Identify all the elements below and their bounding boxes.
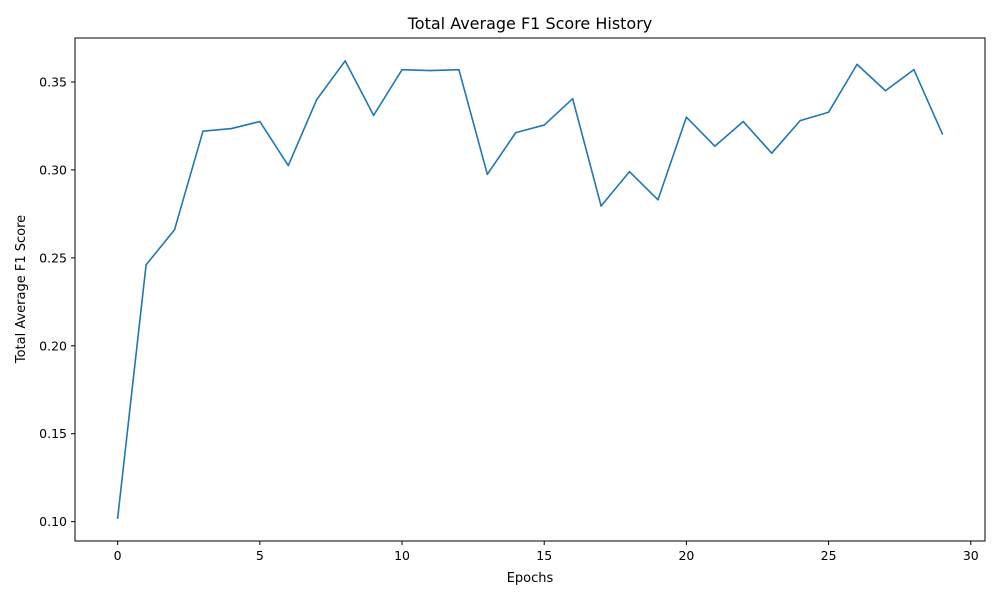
data-point <box>486 173 489 176</box>
data-point <box>571 97 574 100</box>
data-point <box>315 98 318 101</box>
data-point <box>941 133 944 135</box>
x-tick-label: 5 <box>256 548 264 563</box>
data-point <box>884 89 887 92</box>
data-point <box>372 114 375 117</box>
data-point <box>259 120 261 123</box>
y-tick-label: 0.25 <box>39 250 67 265</box>
data-point <box>287 164 290 167</box>
x-tick-label: 0 <box>114 548 122 563</box>
chart-title: Total Average F1 Score History <box>407 14 653 33</box>
series-layer <box>116 60 944 519</box>
x-tick-label: 15 <box>536 548 552 563</box>
y-tick-label: 0.20 <box>39 338 67 353</box>
data-point <box>543 124 546 126</box>
data-point <box>401 68 403 71</box>
data-point <box>685 116 688 118</box>
y-tick-label: 0.35 <box>39 74 67 89</box>
x-axis-label: Epochs <box>507 571 554 586</box>
y-axis-ticks: 0.10 0.15 0.20 0.25 0.30 0.35 <box>39 74 75 529</box>
data-point <box>145 264 147 266</box>
data-point <box>913 68 915 71</box>
x-tick-label: 20 <box>678 548 694 563</box>
data-point <box>657 199 659 201</box>
plot-frame <box>74 37 986 542</box>
data-point <box>202 130 204 133</box>
data-point <box>856 63 858 66</box>
x-tick-label: 25 <box>821 548 837 563</box>
data-point <box>230 127 233 130</box>
x-tick-label: 30 <box>963 548 979 563</box>
data-point <box>344 60 346 62</box>
data-point <box>429 69 432 72</box>
y-tick-label: 0.30 <box>39 162 67 177</box>
y-axis-label: Total Average F1 Score <box>14 215 29 364</box>
data-point <box>116 517 119 519</box>
data-point <box>600 205 602 207</box>
data-point <box>799 119 801 122</box>
data-point <box>514 131 517 134</box>
data-point <box>742 120 745 123</box>
data-point <box>458 68 460 71</box>
data-point <box>173 228 176 231</box>
x-axis-ticks: 0 5 10 15 20 25 30 <box>114 541 979 563</box>
x-tick-label: 10 <box>394 548 410 563</box>
data-point <box>770 152 773 154</box>
data-point <box>628 170 631 173</box>
y-tick-label: 0.15 <box>39 426 67 441</box>
y-tick-label: 0.10 <box>39 514 67 529</box>
data-point <box>714 145 716 147</box>
series-line <box>116 60 944 519</box>
data-point <box>827 111 830 114</box>
